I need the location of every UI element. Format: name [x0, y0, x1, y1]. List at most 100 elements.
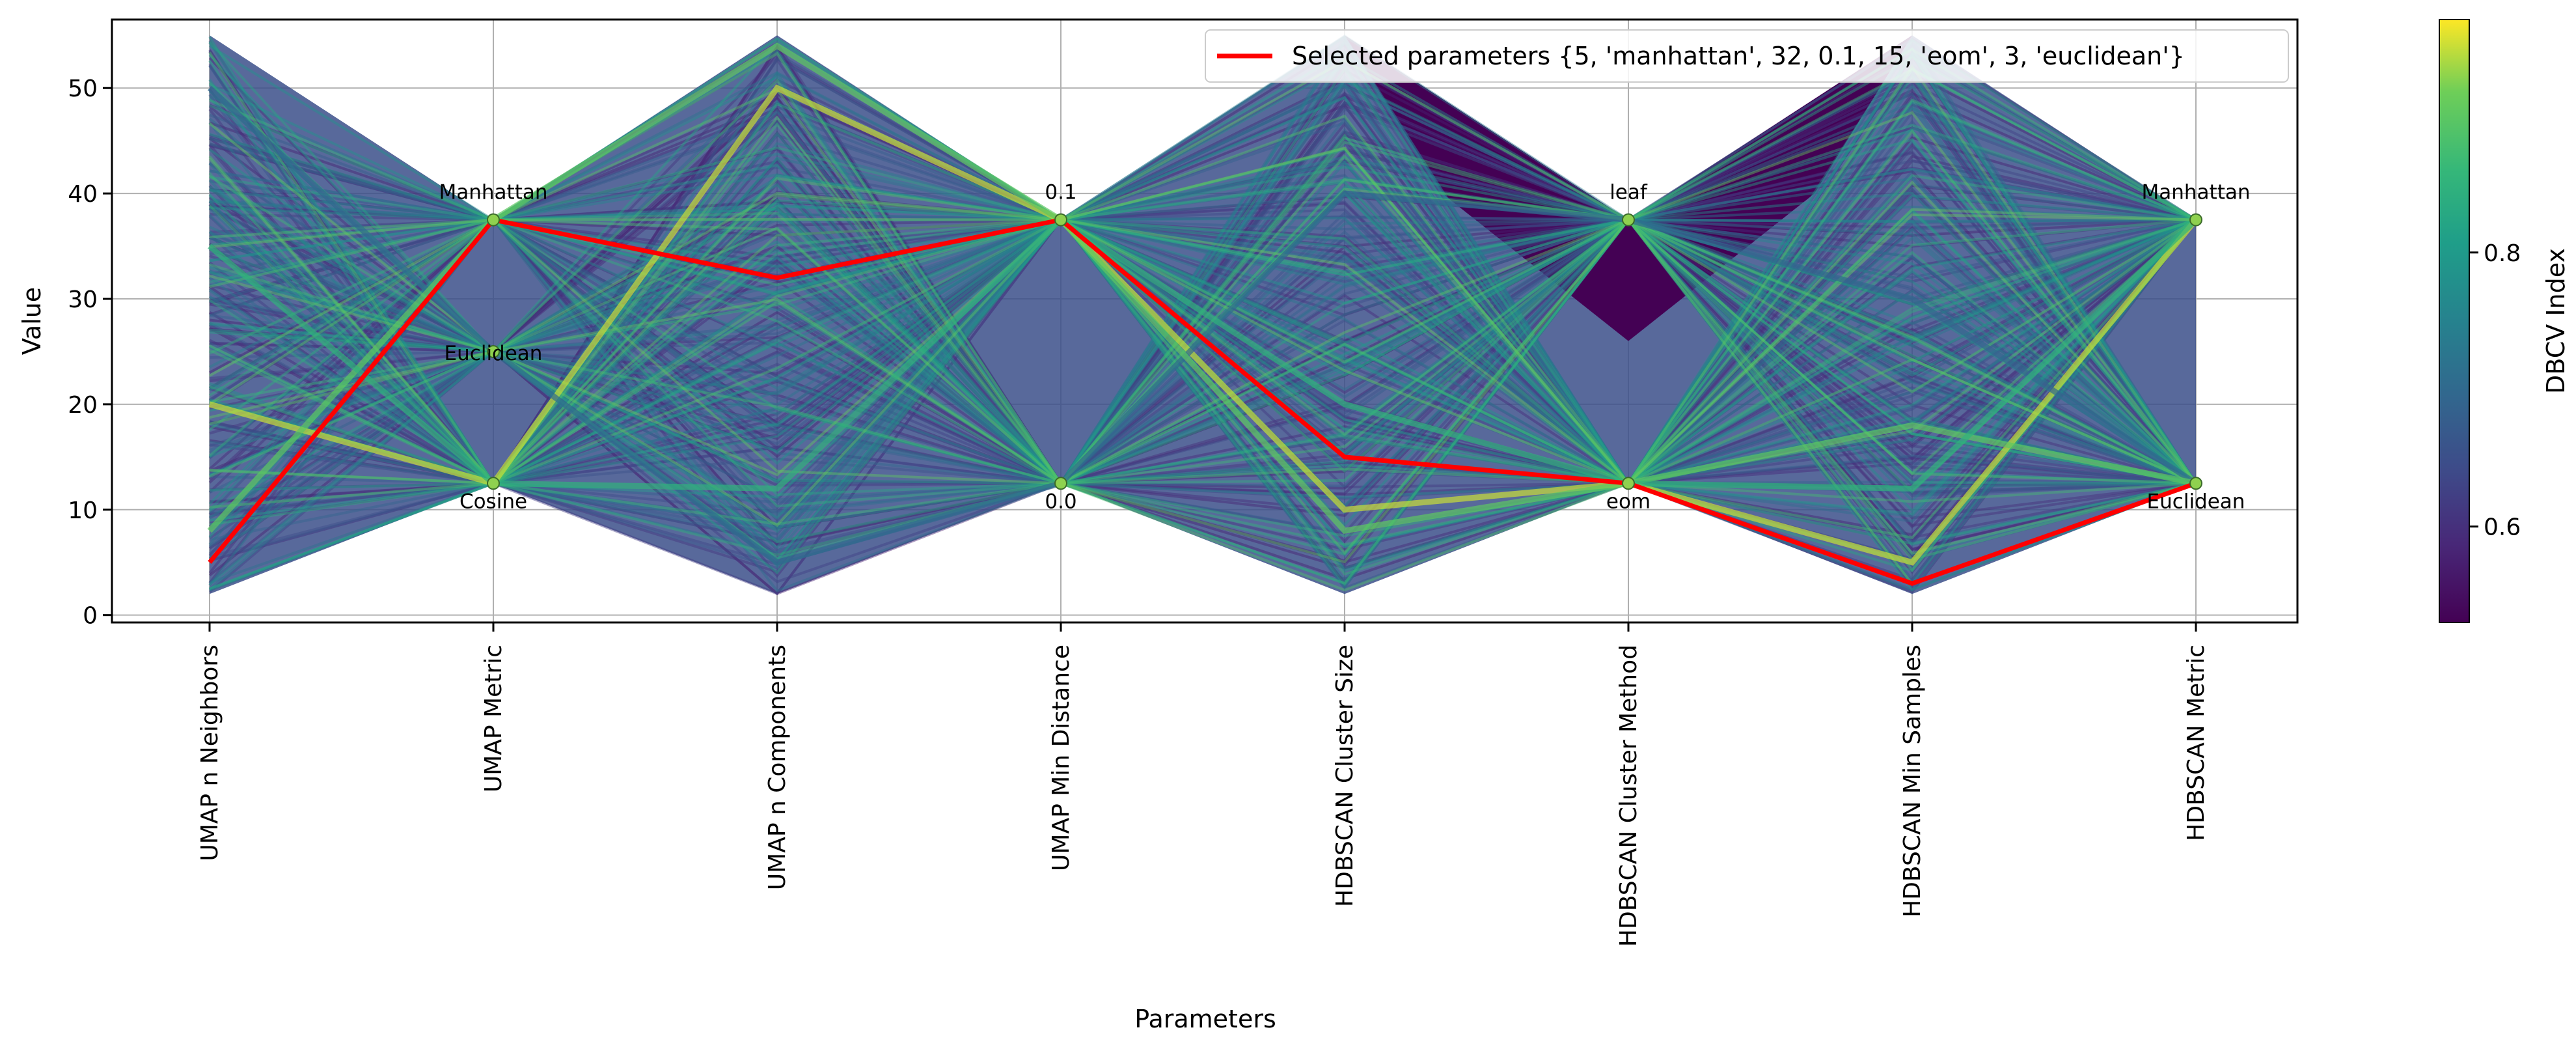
param-line [209, 49, 2197, 486]
param-line [209, 217, 2197, 470]
param-line [209, 35, 2197, 542]
colorbar-tick-label: 0.6 [2484, 514, 2521, 541]
param-line [208, 38, 2197, 486]
param-line [209, 53, 2197, 499]
x-axis-title: Parameters [1134, 1005, 1276, 1033]
param-line [209, 166, 2197, 486]
param-line [209, 38, 2197, 548]
parameter-lines [207, 34, 2199, 596]
param-line [208, 90, 2197, 432]
param-line [209, 191, 2197, 485]
param-line [209, 188, 2197, 485]
selected-line-layer [208, 213, 2202, 586]
param-line [208, 178, 2197, 485]
param-line [208, 64, 2197, 485]
param-line [208, 64, 2197, 586]
param-line [208, 104, 2197, 486]
param-line [208, 71, 2197, 546]
param-line [209, 92, 2197, 484]
param-line [209, 143, 2197, 546]
category-label: Euclidean [2147, 490, 2245, 513]
param-line [208, 217, 2197, 574]
param-line [209, 218, 2197, 586]
param-line [209, 201, 2197, 485]
category-node-marker [2189, 477, 2202, 490]
param-line-highlight [207, 42, 2197, 534]
category-node-marker [2189, 213, 2202, 227]
param-line [209, 94, 2197, 561]
param-line [209, 217, 2197, 570]
y-tick-label: 10 [68, 497, 98, 524]
param-line [209, 217, 2197, 592]
param-line [208, 205, 2197, 486]
param-line [209, 221, 2197, 494]
param-line [209, 207, 2197, 485]
category-label: Cosine [459, 490, 527, 513]
param-line [209, 54, 2197, 473]
param-line [209, 124, 2197, 276]
param-line [209, 207, 2197, 485]
param-line [208, 96, 2197, 581]
x-tick-label: HDBSCAN Min Samples [1899, 645, 1926, 917]
selected-parameters-line [208, 217, 2197, 586]
colorbar-ticks: 0.6 0.8 [2469, 240, 2521, 541]
param-line [208, 57, 2197, 563]
category-label: Euclidean [445, 342, 543, 365]
param-line [209, 51, 2197, 563]
param-line [208, 174, 2197, 508]
param-line [208, 218, 2197, 538]
param-line [209, 94, 2197, 485]
category-node-marker [487, 477, 500, 490]
param-line [209, 96, 2197, 485]
param-line [208, 51, 2197, 485]
param-line [209, 217, 2197, 572]
param-line [209, 94, 2197, 486]
param-line [209, 218, 2197, 590]
param-line [208, 49, 2197, 568]
colorbar-title: DBCV Index [2542, 248, 2570, 394]
param-line [209, 68, 2197, 486]
x-tick-label: HDBSCAN Metric [2183, 645, 2210, 841]
param-line [209, 159, 2197, 485]
colorbar-gradient [2439, 19, 2470, 623]
param-line [208, 80, 2197, 485]
param-line [209, 136, 2197, 485]
param-line [208, 83, 2197, 486]
param-line-highlight [208, 84, 2199, 566]
param-line [209, 151, 2197, 574]
param-line [209, 217, 2197, 561]
param-line [208, 104, 2197, 486]
param-line [209, 111, 2197, 510]
param-line [208, 122, 2197, 485]
param-line [208, 162, 2197, 485]
param-line [209, 218, 2197, 485]
param-line [209, 101, 2197, 486]
param-line [209, 131, 2197, 592]
param-line [208, 40, 2197, 485]
param-line [208, 107, 2197, 564]
param-line [209, 188, 2197, 545]
param-line [209, 113, 2197, 486]
param-line [209, 147, 2197, 486]
param-line [208, 54, 2197, 529]
param-line [209, 95, 2197, 533]
param-line [209, 135, 2197, 522]
param-line [208, 218, 2197, 485]
param-line [209, 83, 2197, 541]
param-line [208, 218, 2197, 591]
category-node-marker [1054, 213, 1067, 227]
param-line [209, 83, 2197, 584]
param-line [209, 115, 2197, 485]
y-tick-label: 50 [68, 76, 98, 102]
param-line [208, 48, 2197, 552]
param-line [208, 185, 2197, 589]
param-line [209, 103, 2197, 500]
param-line [209, 51, 2197, 518]
param-line [208, 204, 2197, 503]
param-line [209, 139, 2197, 486]
param-line [208, 72, 2197, 391]
param-line [208, 117, 2197, 531]
category-label: 0.1 [1045, 181, 1076, 204]
param-line [209, 217, 2197, 585]
x-tick-label: HDBSCAN Cluster Method [1615, 645, 1642, 947]
